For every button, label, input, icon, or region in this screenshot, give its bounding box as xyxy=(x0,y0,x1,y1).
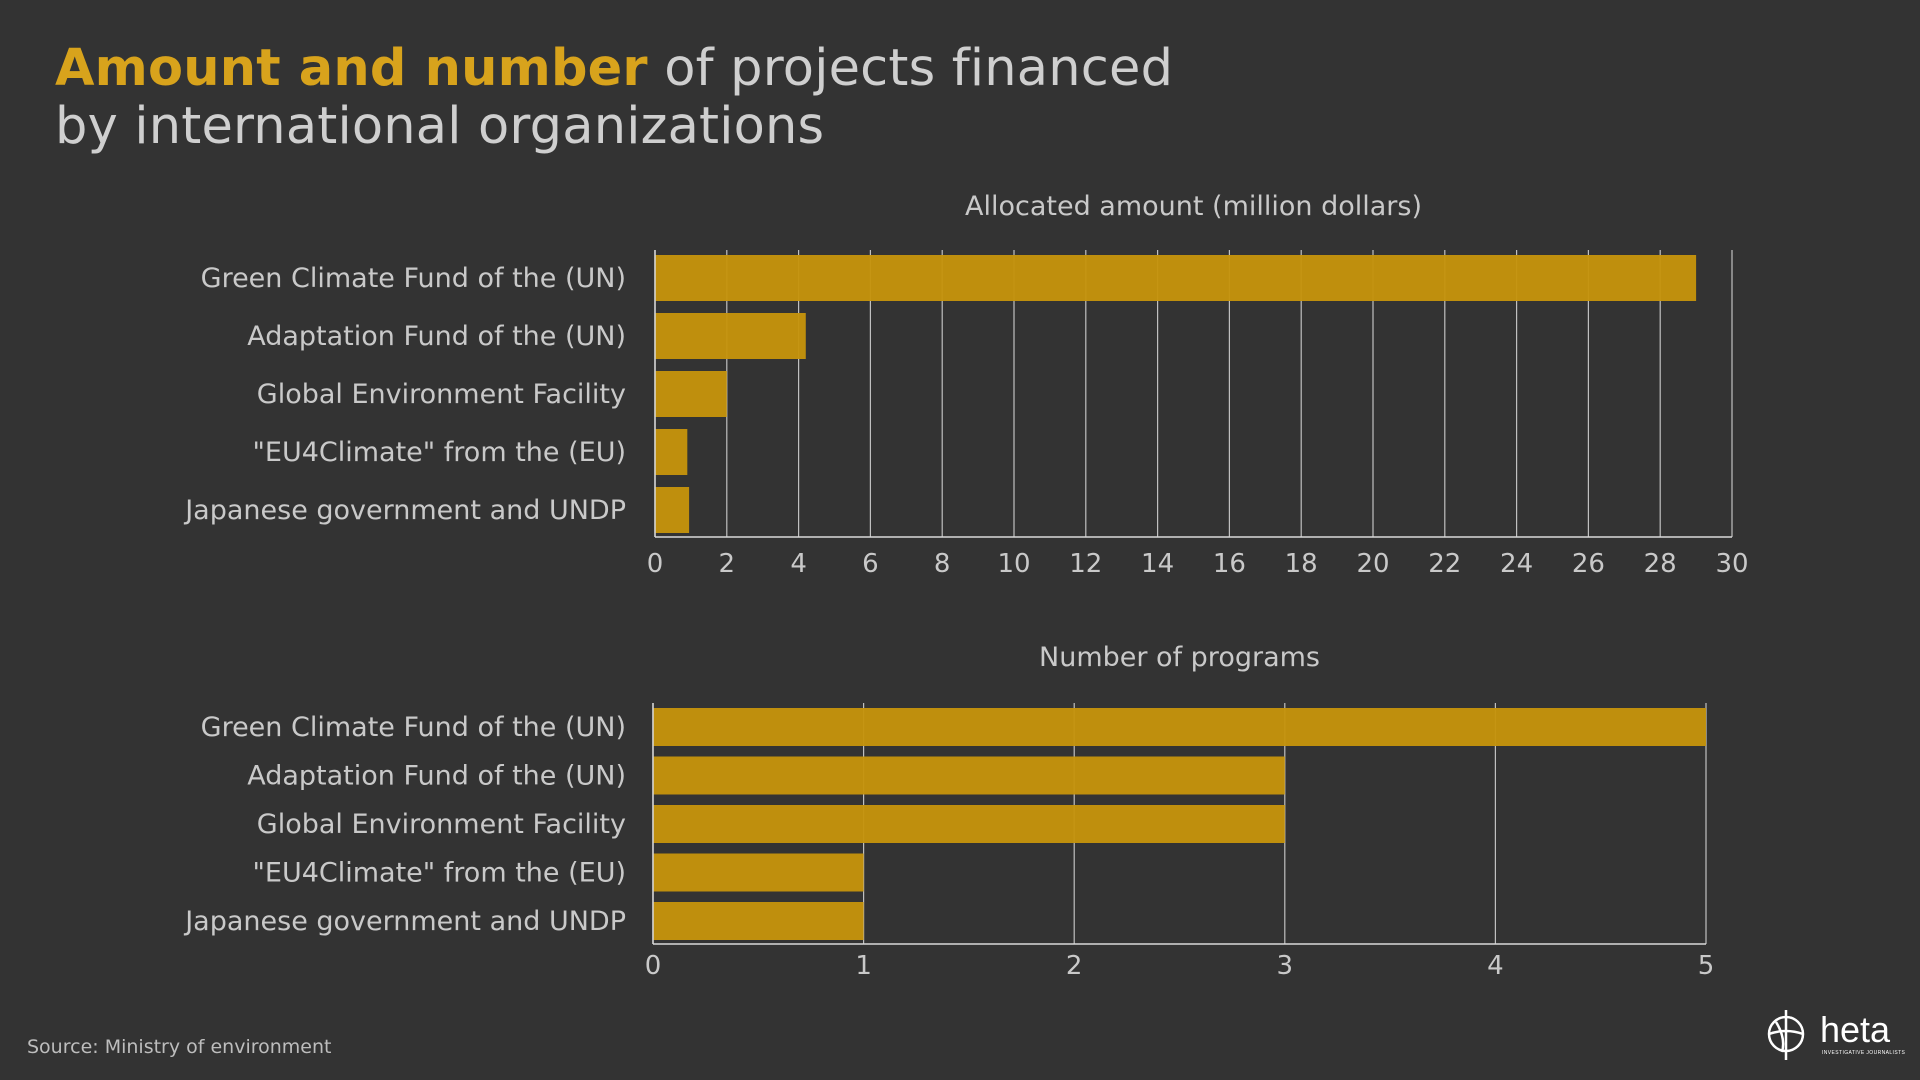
logo-wordmark: heta xyxy=(1820,1009,1891,1050)
title-rest: of projects financed xyxy=(647,39,1174,98)
tick-label: 12 xyxy=(1069,549,1102,579)
tick-label: 16 xyxy=(1213,549,1246,579)
tick-label: 10 xyxy=(997,549,1030,579)
bar xyxy=(653,708,1706,746)
bar xyxy=(655,371,727,417)
category-label: Green Climate Fund of the (UN) xyxy=(201,712,626,743)
category-label: Green Climate Fund of the (UN) xyxy=(201,263,626,294)
tick-label: 4 xyxy=(1487,951,1504,981)
tick-label: 28 xyxy=(1644,549,1677,579)
category-label: Adaptation Fund of the (UN) xyxy=(247,761,626,792)
category-label: Global Environment Facility xyxy=(257,379,626,410)
bar xyxy=(653,805,1285,843)
tick-label: 20 xyxy=(1356,549,1389,579)
source-note: Source: Ministry of environment xyxy=(27,1036,332,1058)
chart-1: Allocated amount (million dollars)0 2 4 6 8 1… xyxy=(183,191,1748,579)
category-label: "EU4Climate" from the (EU) xyxy=(252,858,626,889)
category-label: Japanese government and UNDP xyxy=(183,906,626,937)
tick-label: 14 xyxy=(1141,549,1174,579)
bar xyxy=(655,255,1697,301)
tick-label: 1 xyxy=(855,951,872,981)
category-label: Global Environment Facility xyxy=(257,809,626,840)
bar xyxy=(655,487,690,533)
title-highlight: Amount and number xyxy=(55,39,648,98)
category-label: "EU4Climate" from the (EU) xyxy=(252,437,626,468)
page-title: Amount and number of projects financed b… xyxy=(55,40,1173,156)
category-label: Japanese government and UNDP xyxy=(183,495,626,526)
tick-label: 0 xyxy=(645,951,662,981)
chart-2: Number of programs 0 1 2 3 4 5 Green Climate Fu… xyxy=(183,642,1714,981)
tick-label: 0 xyxy=(647,549,664,579)
heta-logo-mark: heta INVESTIGATIVE JOURNALISTS xyxy=(1767,1009,1906,1060)
tick-label: 2 xyxy=(1066,951,1083,981)
tick-label: 18 xyxy=(1285,549,1318,579)
tick-label: 26 xyxy=(1572,549,1605,579)
tick-label: 2 xyxy=(719,549,736,579)
title-line2: by international organizations xyxy=(55,97,825,156)
heta-logo: heta INVESTIGATIVE JOURNALISTS xyxy=(1762,998,1912,1074)
tick-label: 30 xyxy=(1715,549,1748,579)
chart-title: Allocated amount (million dollars) xyxy=(965,191,1422,222)
tick-label: 4 xyxy=(790,549,807,579)
tick-label: 24 xyxy=(1500,549,1533,579)
bar xyxy=(653,902,864,940)
bar xyxy=(653,853,864,892)
bar xyxy=(653,756,1285,795)
bar xyxy=(655,313,806,359)
tick-label: 22 xyxy=(1428,549,1461,579)
tick-label: 5 xyxy=(1698,951,1715,981)
tick-label: 8 xyxy=(934,549,951,579)
logo-tagline: INVESTIGATIVE JOURNALISTS xyxy=(1822,1050,1906,1056)
category-label: Adaptation Fund of the (UN) xyxy=(247,321,626,352)
tick-label: 3 xyxy=(1277,951,1294,981)
tick-label: 6 xyxy=(862,549,879,579)
chart-title: Number of programs xyxy=(1039,642,1320,673)
bar xyxy=(655,429,688,475)
